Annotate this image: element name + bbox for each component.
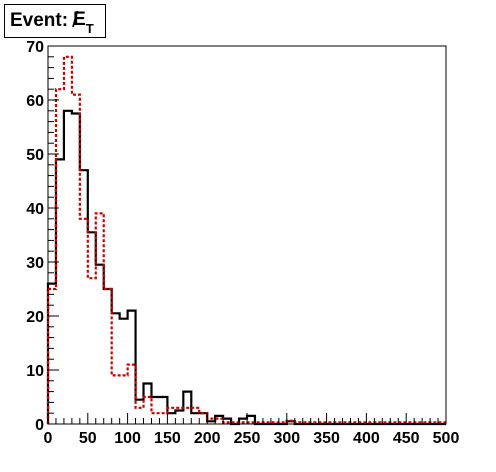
- x-tick-label: 200: [194, 430, 221, 447]
- y-tick-label: 30: [26, 255, 44, 272]
- y-tick-label: 20: [26, 309, 44, 326]
- y-tick-label: 50: [26, 147, 44, 164]
- histogram-series-solid: [46, 109, 446, 426]
- met-slash: /: [72, 7, 79, 33]
- x-tick-label: 250: [234, 430, 261, 447]
- y-tick-label: 0: [35, 417, 44, 434]
- x-tick-label: 400: [353, 430, 380, 447]
- met-symbol: E / T: [72, 7, 94, 36]
- series-layer: [46, 55, 446, 426]
- y-tick-label: 60: [26, 93, 44, 110]
- ticks-layer: 0 50 100 150 200 250 300 350 400 450 500 0 10 20 30 40 5…: [26, 39, 459, 447]
- x-tick-label: 500: [433, 430, 460, 447]
- x-tick-label: 450: [393, 430, 420, 447]
- title-prefix: Event:: [10, 10, 69, 31]
- y-tick-label: 10: [26, 363, 44, 380]
- y-tick-label: 70: [26, 39, 44, 56]
- plot-frame: [47, 45, 447, 425]
- met-letter: E: [73, 9, 86, 31]
- x-tick-label: 50: [79, 430, 97, 447]
- x-tick-label: 350: [313, 430, 340, 447]
- histogram-series-dashed: [46, 55, 446, 424]
- x-tick-label: 100: [114, 430, 141, 447]
- x-tick-label: 300: [273, 430, 300, 447]
- x-tick-label: 0: [44, 430, 53, 447]
- chart-title: Event: E / T: [4, 4, 106, 38]
- met-subscript: T: [85, 20, 94, 36]
- x-tick-label: 150: [154, 430, 181, 447]
- y-tick-label: 40: [26, 201, 44, 218]
